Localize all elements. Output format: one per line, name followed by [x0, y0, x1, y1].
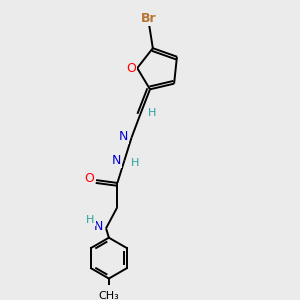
Text: Br: Br — [141, 13, 156, 26]
Text: O: O — [84, 172, 94, 185]
Text: N: N — [93, 220, 103, 232]
Text: O: O — [127, 61, 136, 75]
Text: CH₃: CH₃ — [98, 291, 119, 300]
Text: N: N — [112, 154, 121, 167]
Text: H: H — [86, 215, 94, 225]
Text: H: H — [131, 158, 140, 167]
Text: N: N — [119, 130, 128, 142]
Text: H: H — [148, 108, 156, 118]
